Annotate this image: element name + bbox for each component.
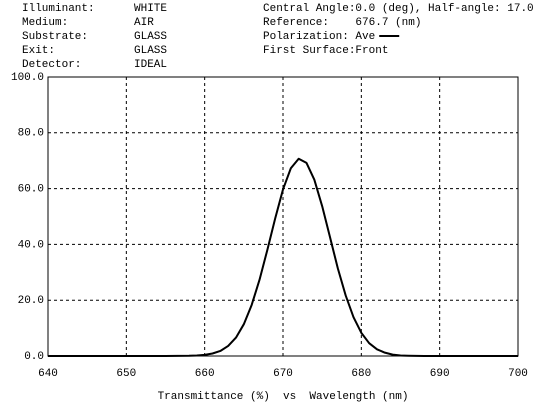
x-tick-label: 670 bbox=[273, 368, 293, 380]
info-text: Polarization: Ave bbox=[263, 31, 375, 43]
x-tick-label: 660 bbox=[195, 368, 215, 380]
info-value: GLASS bbox=[134, 31, 167, 43]
info-label: Illuminant: bbox=[22, 3, 95, 15]
x-tick-label: 700 bbox=[508, 368, 528, 380]
info-value: AIR bbox=[134, 17, 154, 29]
x-tick-label: 640 bbox=[38, 368, 58, 380]
y-tick-label: 40.0 bbox=[18, 239, 44, 251]
info-text: First Surface:Front bbox=[263, 45, 388, 57]
y-tick-label: 0.0 bbox=[24, 351, 44, 363]
info-value: WHITE bbox=[134, 3, 167, 15]
info-label: Exit: bbox=[22, 45, 55, 57]
x-tick-label: 680 bbox=[351, 368, 371, 380]
plot-frame bbox=[47, 76, 519, 357]
info-value: GLASS bbox=[134, 45, 167, 57]
info-label: Medium: bbox=[22, 17, 68, 29]
y-tick-label: 100.0 bbox=[11, 72, 44, 84]
info-label: Detector: bbox=[22, 59, 81, 71]
info-label: Substrate: bbox=[22, 31, 88, 43]
y-tick-label: 20.0 bbox=[18, 295, 44, 307]
x-tick-label: 690 bbox=[430, 368, 450, 380]
x-axis-title: Transmittance (%) vs Wavelength (nm) bbox=[158, 391, 409, 403]
info-text: Central Angle:0.0 (deg), Half-angle: 17.… bbox=[263, 3, 534, 15]
x-tick-label: 650 bbox=[116, 368, 136, 380]
series-line bbox=[48, 157, 518, 357]
y-tick-label: 60.0 bbox=[18, 184, 44, 196]
info-value: IDEAL bbox=[134, 59, 167, 71]
info-text: Reference: 676.7 (nm) bbox=[263, 17, 421, 29]
y-tick-label: 80.0 bbox=[18, 128, 44, 140]
